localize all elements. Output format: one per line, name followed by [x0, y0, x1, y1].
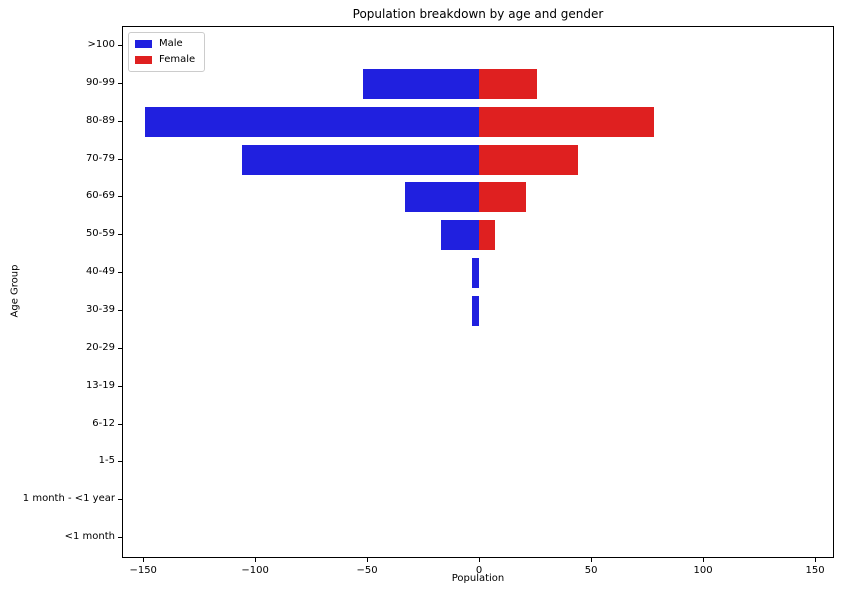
y-tick-label: 50-59	[85, 228, 115, 240]
bar-male-70-79	[241, 144, 480, 175]
y-tick-mark	[118, 44, 122, 46]
y-tick-label: 60-69	[85, 190, 115, 202]
y-tick-mark	[118, 272, 122, 274]
x-tick-label: 50	[584, 565, 598, 576]
y-tick-mark	[118, 196, 122, 198]
y-tick-label: >100	[87, 38, 115, 50]
y-tick-mark	[118, 461, 122, 463]
x-tick-mark	[703, 558, 705, 562]
y-tick-mark	[118, 120, 122, 122]
bar-male-90-99	[362, 68, 480, 99]
y-tick-label: 90-99	[85, 76, 115, 88]
legend: Male Female	[128, 32, 206, 72]
male-color-swatch	[135, 40, 152, 48]
x-tick-label: 0	[475, 565, 483, 576]
bar-female-70-79	[479, 144, 578, 175]
y-tick-label: <1 month	[64, 531, 115, 543]
y-tick-mark	[118, 423, 122, 425]
plot-area: Male Female	[122, 26, 834, 558]
y-tick-mark	[118, 234, 122, 236]
legend-entry-female: Female	[135, 54, 195, 66]
y-tick-label: 80-89	[85, 114, 115, 126]
bar-male-80-89	[145, 106, 480, 137]
x-tick-label: 150	[805, 565, 825, 576]
y-tick-label: 30-39	[85, 303, 115, 315]
x-tick-label: 100	[693, 565, 713, 576]
chart-title: Population breakdown by age and gender	[352, 7, 604, 21]
legend-entry-male: Male	[135, 38, 195, 50]
y-tick-label: 6-12	[92, 417, 115, 429]
y-tick-label: 1 month - <1 year	[22, 493, 115, 505]
x-tick-label: −150	[129, 565, 157, 576]
x-tick-mark	[815, 558, 817, 562]
bar-female-90-99	[479, 68, 538, 99]
bar-female-80-89	[479, 106, 654, 137]
x-tick-label: −50	[356, 565, 378, 576]
legend-label-female: Female	[159, 54, 196, 65]
bar-female-60-69	[479, 182, 527, 213]
y-tick-label: 1-5	[98, 455, 115, 467]
y-tick-mark	[118, 347, 122, 349]
x-tick-mark	[367, 558, 369, 562]
bar-male-40-49	[472, 258, 480, 289]
x-tick-mark	[255, 558, 257, 562]
x-axis-label: Population	[451, 573, 505, 584]
legend-label-male: Male	[159, 38, 183, 49]
y-tick-label: 70-79	[85, 152, 115, 164]
y-tick-mark	[118, 499, 122, 501]
y-tick-mark	[118, 309, 122, 311]
y-tick-label: 40-49	[85, 266, 115, 278]
x-tick-mark	[143, 558, 145, 562]
y-tick-mark	[118, 385, 122, 387]
y-tick-mark	[118, 82, 122, 84]
y-tick-label: 20-29	[85, 341, 115, 353]
y-tick-mark	[118, 537, 122, 539]
bar-male-30-39	[472, 295, 480, 326]
x-tick-label: −100	[241, 565, 269, 576]
bar-male-50-59	[441, 220, 480, 251]
x-tick-mark	[479, 558, 481, 562]
female-color-swatch	[135, 56, 152, 64]
y-tick-mark	[118, 158, 122, 160]
x-tick-mark	[591, 558, 593, 562]
y-tick-label: 13-19	[85, 379, 115, 391]
bar-male-60-69	[405, 182, 480, 213]
bar-female-50-59	[479, 220, 495, 251]
